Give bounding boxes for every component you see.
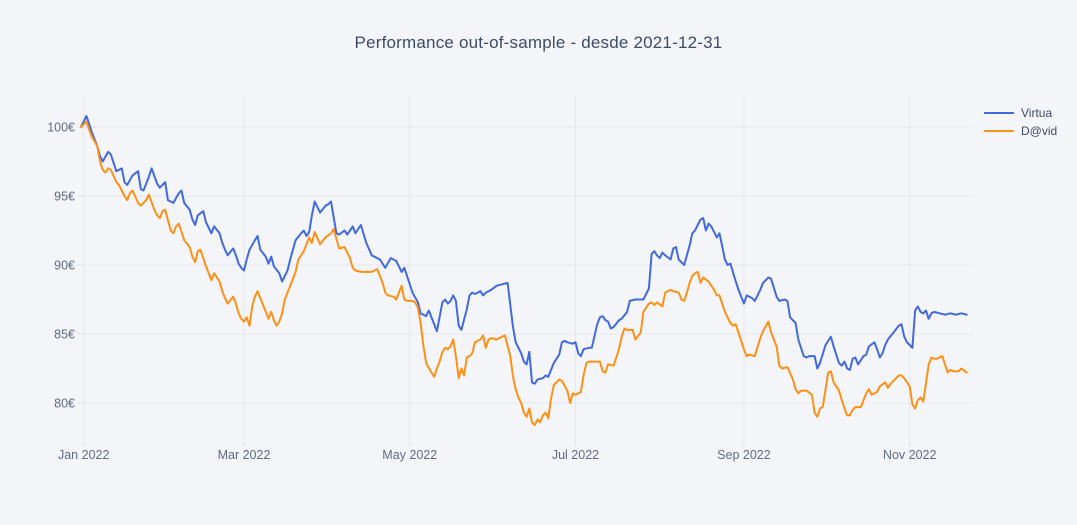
x-tick-label: Jan 2022 <box>58 448 109 462</box>
series-line-d-vid[interactable] <box>80 120 968 427</box>
chart-title: Performance out-of-sample - desde 2021-1… <box>354 33 723 52</box>
x-tick-label: Jul 2022 <box>552 448 599 462</box>
legend-item-david[interactable]: D@vid <box>984 122 1057 140</box>
legend: Virtua D@vid <box>984 104 1057 140</box>
legend-label-virtua: Virtua <box>1021 106 1053 120</box>
x-tick-label: Nov 2022 <box>883 448 937 462</box>
y-tick-label: 90€ <box>54 259 75 273</box>
y-tick-label: 95€ <box>54 190 75 204</box>
david-line-swatch-icon <box>984 130 1014 132</box>
legend-item-virtua[interactable]: Virtua <box>984 104 1057 122</box>
y-tick-label: 80€ <box>54 397 75 411</box>
x-tick-label: Sep 2022 <box>717 448 771 462</box>
legend-label-david: D@vid <box>1021 124 1058 138</box>
virtua-line-swatch-icon <box>984 112 1014 114</box>
y-tick-label: 85€ <box>54 328 75 342</box>
y-tick-label: 100€ <box>47 121 75 135</box>
series-line-virtua[interactable] <box>80 115 968 385</box>
x-tick-label: Mar 2022 <box>218 448 271 462</box>
x-tick-label: May 2022 <box>382 448 437 462</box>
